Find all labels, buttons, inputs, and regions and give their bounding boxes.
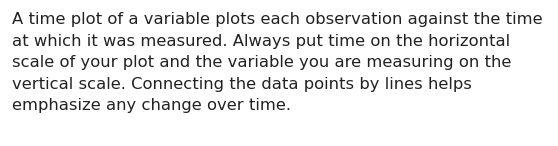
Text: A time plot of a variable plots each observation against the time
at which it wa: A time plot of a variable plots each obs… [12, 12, 542, 113]
